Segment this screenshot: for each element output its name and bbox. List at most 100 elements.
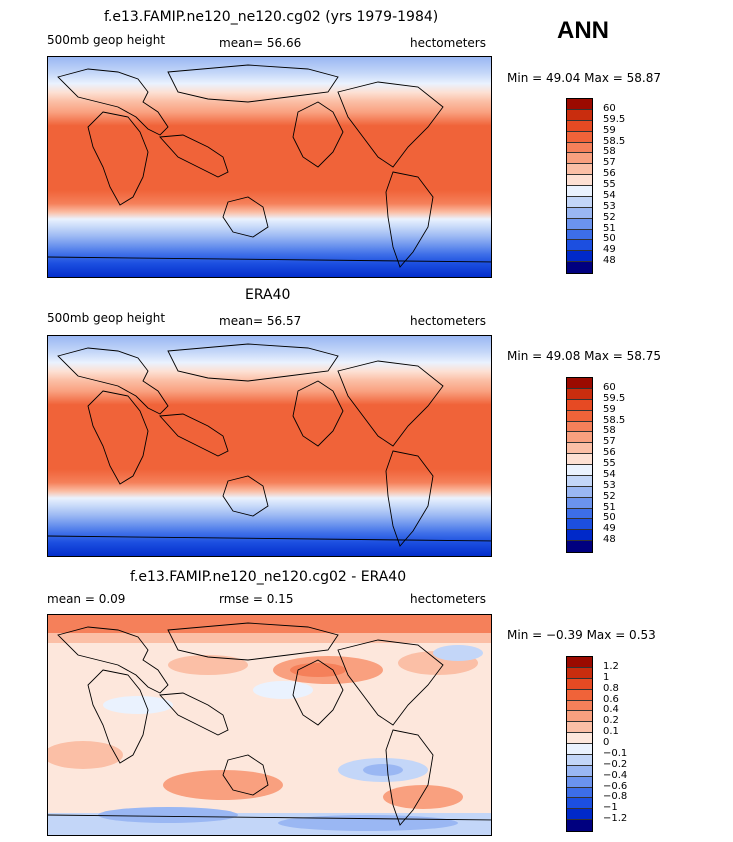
colorbar-segment xyxy=(567,475,592,487)
season-label: ANN xyxy=(557,17,609,44)
colorbar-tick-label: 58.5 xyxy=(603,135,626,147)
colorbar-tick-label: 54 xyxy=(603,468,616,480)
colorbar-tick-label: −0.8 xyxy=(603,791,628,803)
colorbar-tick-label: 58.5 xyxy=(603,414,626,426)
colorbar-tick-label: 60 xyxy=(603,381,616,393)
colorbar-segment xyxy=(567,432,592,444)
panel-3-coastlines xyxy=(48,622,491,826)
colorbar-tick-label: −0.1 xyxy=(603,747,628,759)
colorbar-tick-label: 52 xyxy=(603,490,616,502)
colorbar-segment xyxy=(567,399,592,411)
colorbar-tick-label: 52 xyxy=(603,211,616,223)
panel-1-left-label: 500mb geop height xyxy=(47,33,166,47)
colorbar-tick-label: 0.2 xyxy=(603,715,619,727)
colorbar-tick-label: 0.6 xyxy=(603,693,619,705)
colorbar-segment xyxy=(567,497,592,509)
colorbar-tick-label: −0.2 xyxy=(603,758,628,770)
colorbar-segment xyxy=(567,164,592,176)
colorbar-tick-label: 59.5 xyxy=(603,113,626,125)
colorbar-segment xyxy=(567,744,592,755)
panel-1-coastlines xyxy=(48,64,491,268)
panel-3-title: f.e13.FAMIP.ne120_ne120.cg02 - ERA40 xyxy=(130,569,407,585)
colorbar-segment xyxy=(567,754,592,766)
colorbar-segment xyxy=(567,689,592,701)
colorbar-segment xyxy=(567,809,592,821)
panel-3-mean-label: mean = 0.09 xyxy=(47,592,126,606)
colorbar-tick-label: 48 xyxy=(603,255,616,267)
colorbar-segment xyxy=(567,700,592,712)
colorbar-segment xyxy=(567,678,592,690)
panel-2-title: ERA40 xyxy=(245,287,291,303)
panel-1-minmax: Min = 49.04 Max = 58.87 xyxy=(507,71,661,85)
colorbar-segment xyxy=(567,486,592,498)
panel-1-units-label: hectometers xyxy=(410,36,486,50)
panel-1-mean-label: mean= 56.66 xyxy=(219,36,302,50)
colorbar-tick-label: 58 xyxy=(603,146,616,158)
colorbar-tick-label: 53 xyxy=(603,200,616,212)
colorbar-tick-label: 0.1 xyxy=(603,726,619,738)
colorbar-segment xyxy=(567,262,592,273)
colorbar-tick-label: 49 xyxy=(603,244,616,256)
panel-3-minmax: Min = −0.39 Max = 0.53 xyxy=(507,628,656,642)
colorbar-segment xyxy=(567,776,592,788)
colorbar-segment xyxy=(567,131,592,143)
panel-2-map xyxy=(47,335,492,557)
colorbar-segment xyxy=(567,519,592,531)
colorbar-segment xyxy=(567,508,592,520)
colorbar-segment xyxy=(567,251,592,263)
colorbar-segment xyxy=(567,820,592,831)
panel-2-field xyxy=(48,336,491,556)
panel-3-map xyxy=(47,614,492,836)
colorbar-tick-label: 58 xyxy=(603,425,616,437)
colorbar-segment xyxy=(567,99,592,110)
panel-2-coastlines xyxy=(48,343,491,547)
colorbar-segment xyxy=(567,667,592,679)
colorbar-tick-label: 51 xyxy=(603,501,616,513)
panel-1-title: f.e13.FAMIP.ne120_ne120.cg02 (yrs 1979-1… xyxy=(104,9,439,25)
colorbar-tick-label: 53 xyxy=(603,479,616,491)
colorbar-tick-label: −1 xyxy=(603,802,618,814)
colorbar-segment xyxy=(567,798,592,810)
colorbar-segment xyxy=(567,240,592,252)
colorbar-segment xyxy=(567,153,592,165)
colorbar-segment xyxy=(567,711,592,723)
colorbar-segment xyxy=(567,196,592,208)
colorbar-tick-label: 48 xyxy=(603,534,616,546)
panel-2-colorbar xyxy=(566,377,593,553)
colorbar-tick-label: 0.8 xyxy=(603,682,619,694)
colorbar-tick-label: 57 xyxy=(603,436,616,448)
colorbar-segment xyxy=(567,378,592,389)
panel-2-mean-label: mean= 56.57 xyxy=(219,314,302,328)
colorbar-segment xyxy=(567,109,592,121)
panel-3-rmse-label: rmse = 0.15 xyxy=(219,592,294,606)
colorbar-tick-label: 57 xyxy=(603,157,616,169)
colorbar-tick-label: −1.2 xyxy=(603,813,628,825)
colorbar-tick-label: 59 xyxy=(603,403,616,415)
colorbar-segment xyxy=(567,657,592,668)
colorbar-tick-label: 1.2 xyxy=(603,660,619,672)
colorbar-segment xyxy=(567,388,592,400)
colorbar-segment xyxy=(567,530,592,542)
colorbar-segment xyxy=(567,410,592,422)
colorbar-tick-label: 56 xyxy=(603,168,616,180)
colorbar-segment xyxy=(567,142,592,154)
colorbar-tick-label: 60 xyxy=(603,102,616,114)
colorbar-segment xyxy=(567,733,592,744)
colorbar-tick-label: 55 xyxy=(603,179,616,190)
panel-1-map xyxy=(47,56,492,278)
colorbar-segment xyxy=(567,465,592,476)
colorbar-tick-label: 51 xyxy=(603,222,616,234)
colorbar-segment xyxy=(567,229,592,241)
panel-3-colorbar xyxy=(566,656,593,832)
colorbar-tick-label: 0.4 xyxy=(603,704,619,716)
colorbar-segment xyxy=(567,120,592,132)
panel-1-colorbar xyxy=(566,98,593,274)
colorbar-tick-label: 49 xyxy=(603,523,616,535)
colorbar-segment xyxy=(567,421,592,433)
colorbar-segment xyxy=(567,207,592,219)
colorbar-tick-label: 59.5 xyxy=(603,392,626,404)
colorbar-segment xyxy=(567,186,592,197)
panel-2-minmax: Min = 49.08 Max = 58.75 xyxy=(507,349,661,363)
colorbar-tick-label: 1 xyxy=(603,671,610,683)
colorbar-tick-label: 50 xyxy=(603,512,616,524)
